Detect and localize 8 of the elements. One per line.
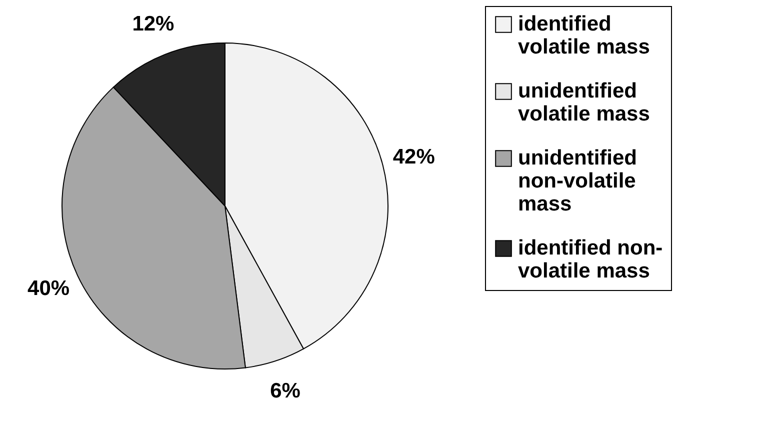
legend-label: identified non-volatile mass (518, 236, 663, 282)
data-label: 12% (132, 12, 175, 36)
legend-label: unidentified non-volatile mass (518, 146, 637, 216)
legend-label: identified volatile mass (518, 12, 650, 58)
data-label: 40% (28, 277, 70, 300)
data-label: 42% (392, 146, 436, 169)
data-label: 6% (270, 379, 301, 402)
legend-label: unidentified volatile mass (518, 80, 650, 126)
